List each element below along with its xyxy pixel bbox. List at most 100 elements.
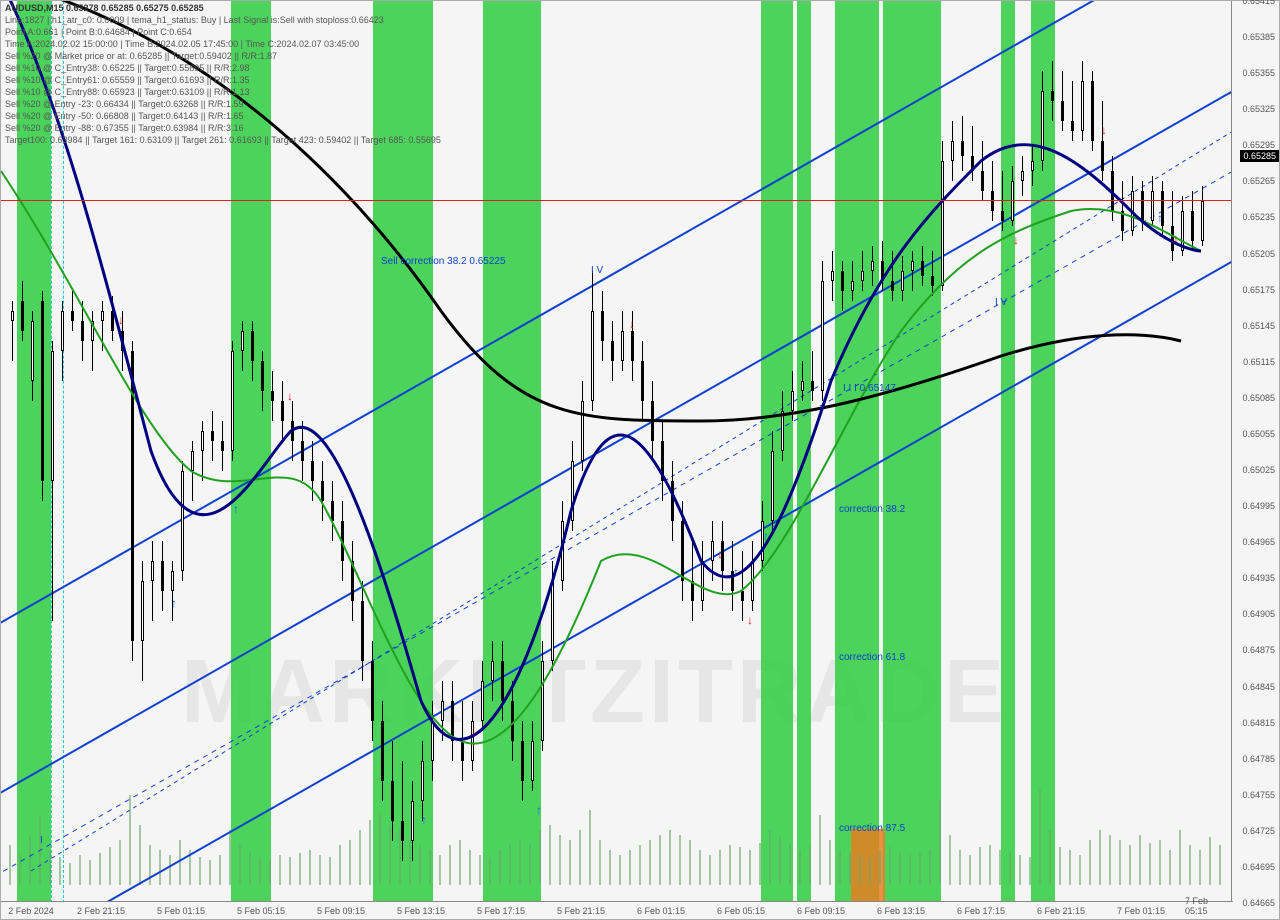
volume-bar [1169, 850, 1171, 885]
candle-body [1111, 171, 1114, 211]
candle-body [481, 681, 484, 721]
volume-bar [849, 853, 851, 885]
volume-bar [39, 815, 41, 885]
price-line-red [1, 200, 1233, 201]
candle-body [961, 141, 964, 156]
candle-body [451, 701, 454, 741]
candle-body [211, 431, 214, 441]
candle-wick [812, 351, 813, 401]
volume-bar [789, 845, 791, 885]
candle-body [1131, 191, 1134, 231]
volume-bar [989, 845, 991, 885]
chart-annotation: correction 38.2 [839, 504, 905, 515]
volume-bar [779, 837, 781, 885]
y-tick-label: 0.65325 [1242, 104, 1275, 114]
candle-body [441, 701, 444, 721]
candle-body [1181, 211, 1184, 251]
candle-body [151, 561, 154, 581]
volume-bar [639, 845, 641, 885]
volume-bar [19, 855, 21, 885]
candle-body [1121, 211, 1124, 231]
candle-wick [102, 301, 103, 351]
candle-body [201, 431, 204, 451]
y-tick-label: 0.64995 [1242, 501, 1275, 511]
candle-body [501, 661, 504, 701]
volume-bar [309, 850, 311, 885]
volume-bar [1159, 840, 1161, 885]
candle-body [71, 311, 74, 321]
volume-bar [149, 845, 151, 885]
candle-body [921, 261, 924, 276]
candle-body [1191, 211, 1194, 241]
volume-bar [449, 845, 451, 885]
candle-body [281, 401, 284, 421]
candle-body [231, 351, 234, 451]
volume-bar [329, 857, 331, 885]
volume-bar [519, 840, 521, 885]
x-tick-label: 6 Feb 21:15 [1037, 906, 1085, 916]
info-line-7: Sell %10 @ C_Entry61: 0.65559 || Target:… [5, 75, 249, 85]
candle-body [111, 311, 114, 331]
info-line-4: Time A:2024.02.02 15:00:00 | Time B:2024… [5, 39, 359, 49]
info-line-6: Sell %10 @ C_Entry38: 0.65225 || Target:… [5, 63, 249, 73]
x-tick-label: 6 Feb 05:15 [717, 906, 765, 916]
x-tick-label: 5 Feb 13:15 [397, 906, 445, 916]
candle-wick [402, 761, 403, 861]
arrow-down-icon: ↓ [287, 389, 293, 403]
info-line-3: Point A:0.661 | Point B:0.64684 | Point … [5, 27, 192, 37]
volume-bar [1099, 830, 1101, 885]
arrow-up-icon: ↑ [763, 529, 769, 543]
candle-body [831, 271, 834, 281]
info-line-9: Sell %20 @ Entry -23: 0.66434 || Target:… [5, 99, 243, 109]
arrow-up-icon: ↑ [733, 565, 739, 579]
chart-plot-area[interactable]: MARKETZITRADE ↓↓↑↑↑↓↑↓↓↑↓↑↑↓↓↑↓ [1, 1, 1233, 903]
volume-bar [1129, 845, 1131, 885]
candle-body [1011, 181, 1014, 221]
candle-body [371, 661, 374, 721]
candle-body [361, 601, 364, 661]
volume-bar [439, 855, 441, 885]
y-tick-label: 0.64695 [1242, 862, 1275, 872]
candle-body [261, 361, 264, 391]
candle-wick [202, 421, 203, 481]
candle-body [801, 381, 804, 391]
volume-bar [589, 810, 591, 885]
volume-bar [1029, 857, 1031, 885]
x-tick-label: 2 Feb 2024 [8, 906, 54, 916]
volume-bar [409, 840, 411, 885]
x-tick-label: 5 Feb 17:15 [477, 906, 525, 916]
candle-body [1041, 91, 1044, 161]
volume-bar [9, 845, 11, 885]
volume-bar [289, 857, 291, 885]
volume-bar [119, 840, 121, 885]
y-tick-label: 0.64935 [1242, 573, 1275, 583]
arrow-up-icon: ↑ [536, 803, 542, 817]
volume-bar [709, 855, 711, 885]
candle-body [221, 441, 224, 451]
candle-body [291, 421, 294, 441]
x-tick-label: 6 Feb 09:15 [797, 906, 845, 916]
volume-bar [799, 850, 801, 885]
candle-body [431, 721, 434, 761]
volume-bar [259, 857, 261, 885]
chart-annotation: correction 87.5 [839, 823, 905, 834]
candle-wick [912, 251, 913, 291]
y-tick-label: 0.64755 [1242, 790, 1275, 800]
candle-body [781, 411, 784, 451]
volume-bar [689, 840, 691, 885]
chart-annotation: I V [995, 297, 1007, 308]
x-tick-label: 7 Feb 05:15 [1185, 896, 1217, 916]
y-tick-label: 0.64905 [1242, 609, 1275, 619]
y-tick-label: 0.64965 [1242, 537, 1275, 547]
candle-body [991, 191, 994, 211]
candle-body [271, 391, 274, 401]
candle-body [541, 661, 544, 741]
candle-body [621, 331, 624, 361]
candle-body [321, 481, 324, 501]
y-tick-label: 0.65115 [1243, 357, 1275, 367]
volume-bar [829, 840, 831, 885]
volume-bar [79, 855, 81, 885]
volume-bar [869, 857, 871, 885]
volume-bar [1139, 835, 1141, 885]
candle-body [1051, 91, 1054, 101]
